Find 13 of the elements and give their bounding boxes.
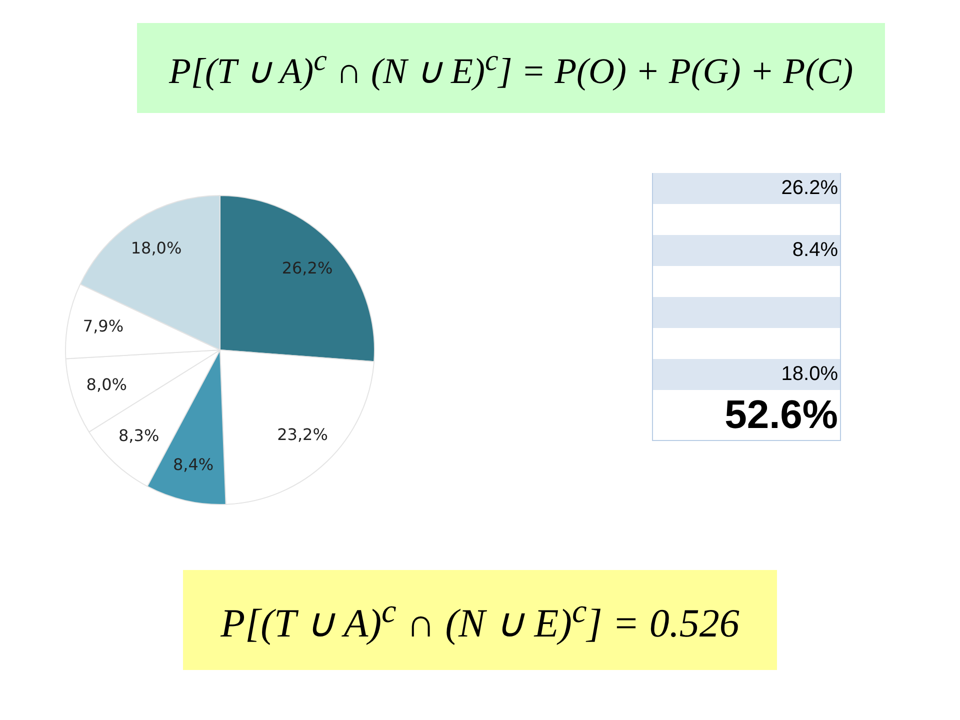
data-label: 18,0% [130, 238, 182, 258]
text: 26.2% [652, 173, 840, 204]
text: 8.4% [652, 235, 840, 266]
text: P[(T ∪ A)$^{c}$ ∩ (N ∪ E)$^{c}$] = P(O) + P(G) + P(C) [168, 44, 854, 92]
data-label: 7,9% [82, 316, 124, 336]
data-label: 23,2% [277, 424, 328, 444]
data-label: 8,0% [86, 375, 127, 394]
data-label: 26,2% [282, 258, 333, 278]
text: 18.0% [652, 359, 840, 390]
data-label: 8,3% [118, 426, 160, 446]
text: P[(T ∪ A)$^{c}$ ∩ (N ∪ E)$^{c}$] = 0.526 [220, 593, 740, 647]
data-label: 8,4% [172, 455, 214, 474]
text: 52.6% [652, 390, 840, 440]
